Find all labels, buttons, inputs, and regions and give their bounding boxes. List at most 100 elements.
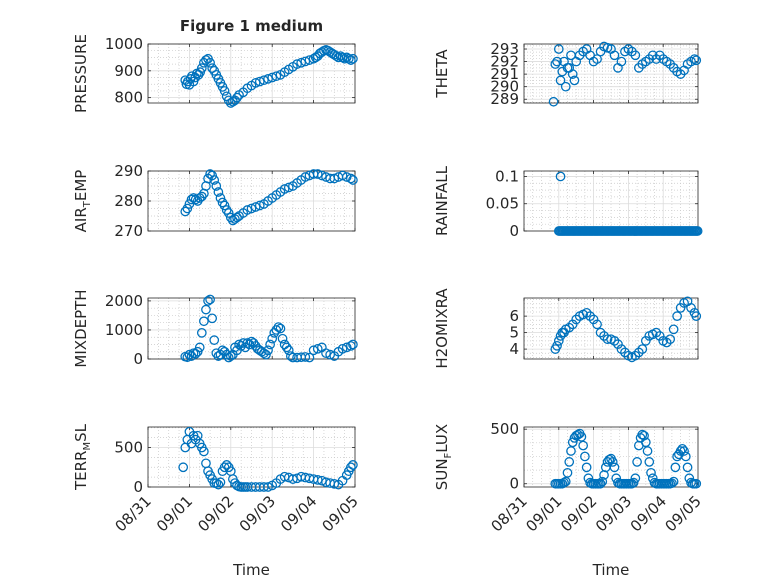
data-point xyxy=(564,322,575,333)
data-point xyxy=(581,307,592,318)
data-point xyxy=(637,429,648,440)
data-point xyxy=(588,314,599,325)
data-point xyxy=(348,53,358,64)
x-tick-label: 09/02 xyxy=(194,492,237,535)
data-point xyxy=(609,50,620,61)
data-point xyxy=(682,462,693,473)
data-point xyxy=(552,340,562,351)
data-point xyxy=(221,349,232,360)
data-point xyxy=(312,343,323,354)
data-point xyxy=(679,446,689,456)
data-point xyxy=(646,467,656,478)
data-point xyxy=(285,351,296,361)
data-point xyxy=(221,205,232,215)
data-point xyxy=(630,350,641,361)
data-point xyxy=(219,200,230,211)
y-axis-label: SUNFLUX xyxy=(433,424,454,490)
figure-title: Figure 1 medium xyxy=(180,17,323,35)
data-point xyxy=(203,296,213,306)
data-point xyxy=(275,323,286,334)
axes-box xyxy=(147,297,356,360)
data-point xyxy=(553,336,564,346)
y-tick-label: 1000 xyxy=(105,321,143,339)
data-point xyxy=(566,446,576,456)
x-tick-label: 09/01 xyxy=(522,492,565,535)
data-point xyxy=(560,81,571,92)
x-tick-label: 09/04 xyxy=(627,492,670,535)
data-point xyxy=(637,344,648,354)
data-point xyxy=(244,339,255,350)
data-point xyxy=(555,75,566,86)
data-point xyxy=(331,51,342,61)
y-axis-label: AIRTEMP xyxy=(72,170,93,233)
data-point xyxy=(675,303,686,313)
y-tick-label: 800 xyxy=(114,89,143,107)
x-axis-label: Time xyxy=(592,561,630,579)
subplot-1: 800 900 1000 PRESSURE Figure 1 medium xyxy=(72,17,358,113)
data-point xyxy=(640,437,651,448)
y-tick-label: 6 xyxy=(509,307,519,325)
data-point xyxy=(675,446,686,456)
data-point xyxy=(273,322,284,332)
data-point xyxy=(180,206,191,217)
y-tick-label: 289 xyxy=(490,90,519,108)
x-tick-label: 09/02 xyxy=(557,492,600,535)
data-point xyxy=(609,336,620,346)
data-point xyxy=(672,311,682,321)
axes-box xyxy=(147,43,356,104)
data-point xyxy=(630,473,641,484)
data-point xyxy=(689,54,700,64)
data-point xyxy=(292,59,302,69)
data-point xyxy=(640,336,651,346)
y-tick-label: 0 xyxy=(509,222,519,240)
y-tick-label: 290 xyxy=(490,78,519,96)
data-point xyxy=(213,479,224,490)
data-point xyxy=(215,193,226,203)
axes-box xyxy=(523,426,699,488)
data-point xyxy=(283,182,294,193)
y-axis-label: THETA xyxy=(433,49,451,99)
data-point xyxy=(670,462,681,473)
x-tick-label: 09/04 xyxy=(277,492,320,535)
data-point xyxy=(217,197,228,208)
data-point xyxy=(595,478,606,489)
data-point xyxy=(304,352,315,363)
data-point xyxy=(613,339,623,350)
data-point xyxy=(633,347,644,358)
data-point xyxy=(300,172,311,182)
data-point xyxy=(576,431,587,442)
data-point xyxy=(184,349,195,360)
data-point xyxy=(564,457,575,467)
x-tick-label: 09/03 xyxy=(592,492,635,535)
data-point xyxy=(616,56,627,67)
data-point xyxy=(215,477,226,488)
data-point xyxy=(196,328,207,338)
data-point xyxy=(325,349,336,360)
y-tick-label: 500 xyxy=(114,439,143,457)
data-point xyxy=(343,53,354,64)
data-point xyxy=(677,443,688,454)
x-tick-label: 08/31 xyxy=(112,492,155,535)
axes-box xyxy=(523,297,699,360)
data-point xyxy=(300,352,311,362)
y-tick-label: 270 xyxy=(114,222,143,240)
data-point xyxy=(194,342,205,353)
data-point xyxy=(642,446,653,456)
y-axis-label: MIXDEPTH xyxy=(72,289,90,367)
data-point xyxy=(209,175,220,185)
data-point xyxy=(178,462,189,473)
data-point xyxy=(263,482,273,492)
data-point xyxy=(680,451,691,462)
data-point xyxy=(263,74,273,84)
data-point xyxy=(279,184,290,194)
data-point xyxy=(550,59,561,69)
subplot-8: 0 500 SUNFLUX 08/3109/0109/0209/0309/0409/0… xyxy=(433,420,705,579)
y-tick-label: 500 xyxy=(490,420,519,438)
data-point xyxy=(213,187,224,197)
x-tick-label: 09/03 xyxy=(236,492,279,535)
subplot-6: 456 H2OMIXRA xyxy=(433,288,702,369)
data-point xyxy=(346,462,356,473)
y-tick-label: 900 xyxy=(114,62,143,80)
data-point xyxy=(205,57,215,68)
data-point xyxy=(196,191,207,202)
